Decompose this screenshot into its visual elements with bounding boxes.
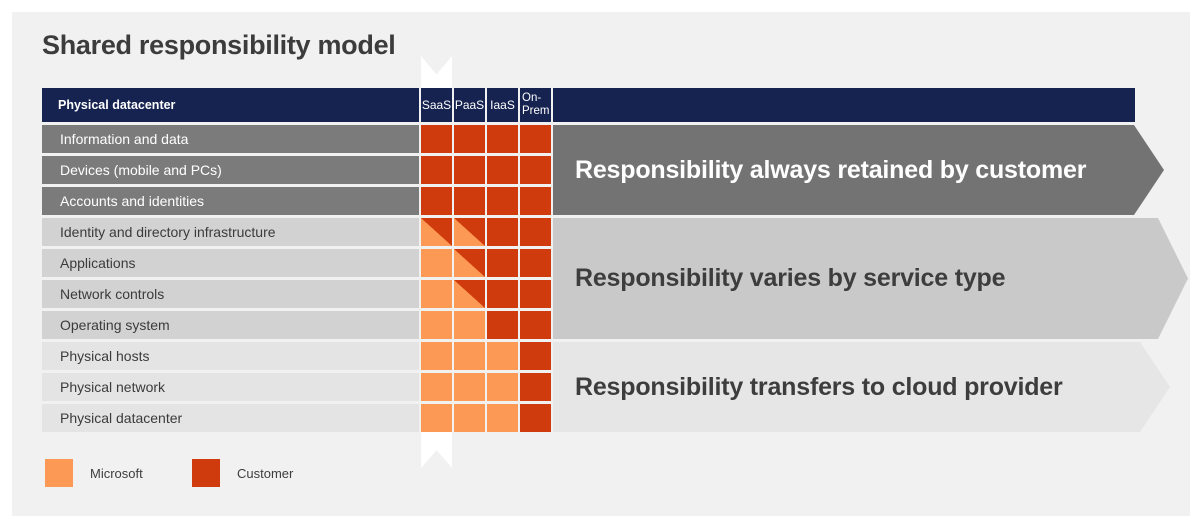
cell-saas — [421, 342, 452, 370]
cell-paas — [454, 125, 485, 153]
table-header-label: Physical datacenter — [58, 98, 176, 112]
legend-label: Customer — [237, 465, 294, 481]
cell-onprem — [520, 280, 551, 308]
band-varies-by-service-type: Responsibility varies by service type — [553, 218, 1188, 339]
cell-paas — [454, 404, 485, 432]
customer-color-swatch — [192, 459, 220, 487]
column-header-onprem: On-Prem — [522, 92, 550, 117]
cell-iaas — [487, 218, 518, 246]
cell-onprem — [520, 187, 551, 215]
legend-item-customer: Customer — [192, 459, 339, 487]
row-label: Physical network — [42, 373, 419, 401]
cell-onprem — [520, 311, 551, 339]
cell-iaas — [487, 404, 518, 432]
column-header-saas: SaaS — [421, 98, 452, 112]
header-separator — [551, 88, 553, 122]
header-separator — [518, 88, 520, 122]
band-transfers-to-cloud-provider: Responsibility transfers to cloud provid… — [553, 342, 1170, 432]
cell-saas — [421, 249, 452, 277]
cell-paas — [454, 187, 485, 215]
cell-onprem — [520, 342, 551, 370]
row-label: Identity and directory infrastructure — [42, 218, 419, 246]
column-header-iaas: IaaS — [490, 98, 515, 112]
row-label: Physical datacenter — [42, 404, 419, 432]
row-label: Accounts and identities — [42, 187, 419, 215]
cell-paas — [454, 280, 485, 308]
cell-saas — [421, 311, 452, 339]
cell-saas — [421, 373, 452, 401]
cell-onprem — [520, 156, 551, 184]
legend-item-microsoft: Microsoft — [45, 459, 192, 487]
cell-saas — [421, 125, 452, 153]
responsibility-table: Information and data Devices (mobile and… — [42, 125, 551, 432]
row-label: Operating system — [42, 311, 419, 339]
cell-iaas — [487, 125, 518, 153]
row-label: Network controls — [42, 280, 419, 308]
row-label: Physical hosts — [42, 342, 419, 370]
page-title: Shared responsibility model — [42, 30, 396, 60]
cell-iaas — [487, 373, 518, 401]
header-separator — [419, 88, 421, 122]
header-separator — [452, 88, 454, 122]
cell-iaas — [487, 187, 518, 215]
cell-paas — [454, 311, 485, 339]
cell-saas — [421, 404, 452, 432]
cell-paas — [454, 249, 485, 277]
microsoft-color-swatch — [45, 459, 73, 487]
legend-label: Microsoft — [90, 465, 143, 481]
legend: Microsoft Customer — [45, 459, 339, 487]
cell-iaas — [487, 311, 518, 339]
cell-iaas — [487, 156, 518, 184]
cell-onprem — [520, 125, 551, 153]
cell-iaas — [487, 280, 518, 308]
row-label: Information and data — [42, 125, 419, 153]
cell-paas — [454, 342, 485, 370]
cell-paas — [454, 373, 485, 401]
header-separator — [485, 88, 487, 122]
cell-paas — [454, 156, 485, 184]
band-retained-by-customer: Responsibility always retained by custom… — [553, 125, 1164, 215]
cell-saas — [421, 280, 452, 308]
column-header-paas: PaaS — [454, 98, 485, 112]
cell-paas — [454, 218, 485, 246]
cell-iaas — [487, 342, 518, 370]
cell-onprem — [520, 249, 551, 277]
cell-iaas — [487, 249, 518, 277]
cell-onprem — [520, 218, 551, 246]
row-label: Applications — [42, 249, 419, 277]
cell-saas — [421, 156, 452, 184]
cell-saas — [421, 218, 452, 246]
row-label: Devices (mobile and PCs) — [42, 156, 419, 184]
cell-saas — [421, 187, 452, 215]
table-header: Physical datacenter SaaS PaaS IaaS On-Pr… — [42, 88, 1135, 122]
cell-onprem — [520, 404, 551, 432]
cell-onprem — [520, 373, 551, 401]
